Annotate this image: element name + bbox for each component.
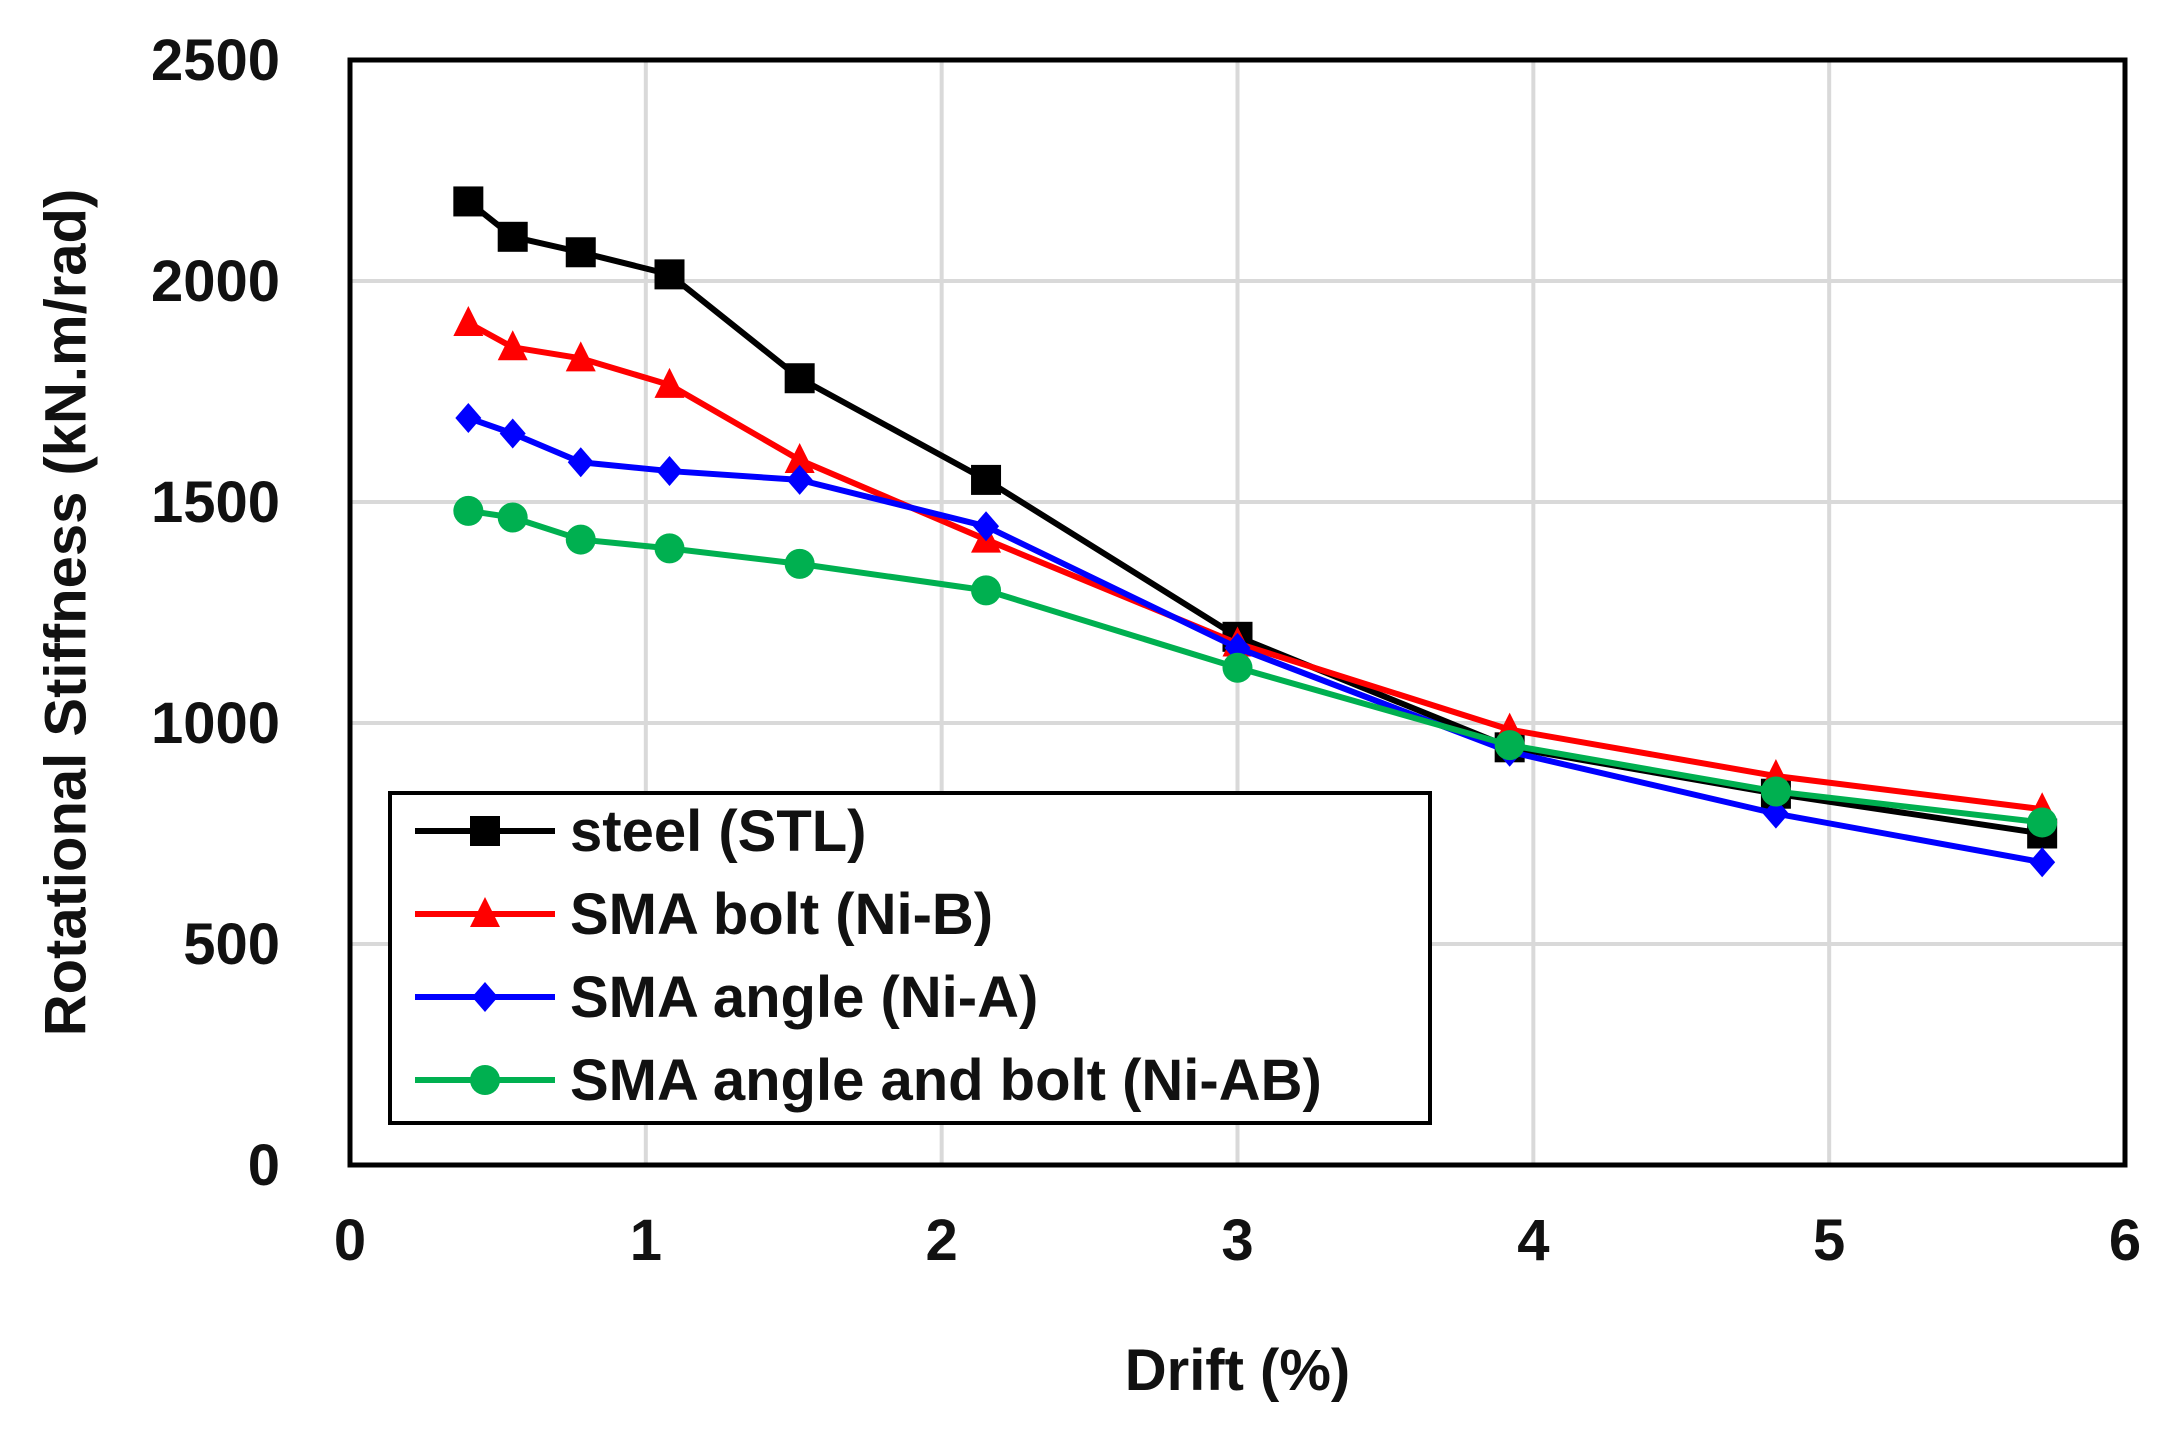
data-point xyxy=(1222,652,1253,683)
y-tick-label: 500 xyxy=(183,912,280,977)
data-point xyxy=(2029,847,2056,878)
data-point xyxy=(497,330,528,361)
series-line xyxy=(467,507,2043,826)
data-point xyxy=(453,495,484,526)
legend-label: SMA angle (Ni-A) xyxy=(570,965,1038,1030)
legend-marker xyxy=(470,816,500,846)
y-tick-label: 1500 xyxy=(151,470,280,535)
plot-area-frame xyxy=(347,57,2128,1168)
y-axis-title: Rotational Stiffness (kN.m/rad) xyxy=(33,189,98,1037)
y-tick-label: 2500 xyxy=(151,28,280,93)
x-tick-label: 0 xyxy=(334,1208,366,1273)
data-point xyxy=(2027,807,2058,838)
series-layer xyxy=(453,186,2058,878)
data-point xyxy=(971,575,1002,606)
data-point xyxy=(654,533,685,564)
data-point xyxy=(565,341,596,372)
data-point xyxy=(1494,730,1525,761)
data-point xyxy=(453,186,484,217)
legend-marker xyxy=(472,982,498,1012)
data-point xyxy=(565,524,596,555)
x-tick-label: 1 xyxy=(630,1208,662,1273)
x-tick-label: 2 xyxy=(926,1208,958,1273)
legend-item: SMA angle and bolt (Ni-AB) xyxy=(415,1048,1322,1113)
y-axis-ticks: 0 500 1000 1500 2000 2500 xyxy=(151,28,280,1198)
data-point xyxy=(455,403,482,434)
data-point xyxy=(453,305,484,336)
legend-box xyxy=(388,791,1432,1125)
y-tick-label: 2000 xyxy=(151,249,280,314)
legend-item: SMA bolt (Ni-B) xyxy=(415,882,993,947)
data-point xyxy=(1762,798,1789,829)
legend-item: steel (STL) xyxy=(415,799,867,864)
data-point xyxy=(497,502,528,533)
series-circle xyxy=(453,495,2058,838)
legend-marker xyxy=(470,897,500,927)
data-point xyxy=(784,363,815,394)
x-tick-label: 4 xyxy=(1517,1208,1549,1273)
x-tick-label: 6 xyxy=(2109,1208,2141,1273)
y-tick-label: 1000 xyxy=(151,691,280,756)
legend-label: SMA bolt (Ni-B) xyxy=(570,882,993,947)
data-point xyxy=(784,443,815,474)
data-point xyxy=(786,464,813,495)
y-tick-label: 0 xyxy=(248,1133,280,1198)
x-axis-ticks: 0 1 2 3 4 5 6 xyxy=(334,1208,2141,1273)
legend-item: SMA angle (Ni-A) xyxy=(415,965,1038,1030)
data-point xyxy=(565,237,596,268)
data-point xyxy=(497,221,528,252)
data-point xyxy=(654,259,685,290)
legend-label: steel (STL) xyxy=(570,799,867,864)
x-axis-title: Drift (%) xyxy=(1125,1338,1351,1403)
legend: steel (STL) SMA bolt (Ni-B) SMA angle (Ni-… xyxy=(388,791,1432,1125)
data-point xyxy=(1760,776,1791,807)
data-point xyxy=(973,511,1000,542)
series-line xyxy=(466,320,2043,813)
data-point xyxy=(971,464,1002,495)
data-point xyxy=(499,418,526,449)
series-line xyxy=(467,415,2043,866)
data-point xyxy=(656,456,683,487)
data-point xyxy=(567,447,594,478)
data-point xyxy=(784,548,815,579)
data-point xyxy=(654,367,685,398)
x-tick-label: 5 xyxy=(1813,1208,1845,1273)
legend-label: SMA angle and bolt (Ni-AB) xyxy=(570,1048,1322,1113)
legend-marker xyxy=(470,1065,500,1095)
x-tick-label: 3 xyxy=(1221,1208,1253,1273)
